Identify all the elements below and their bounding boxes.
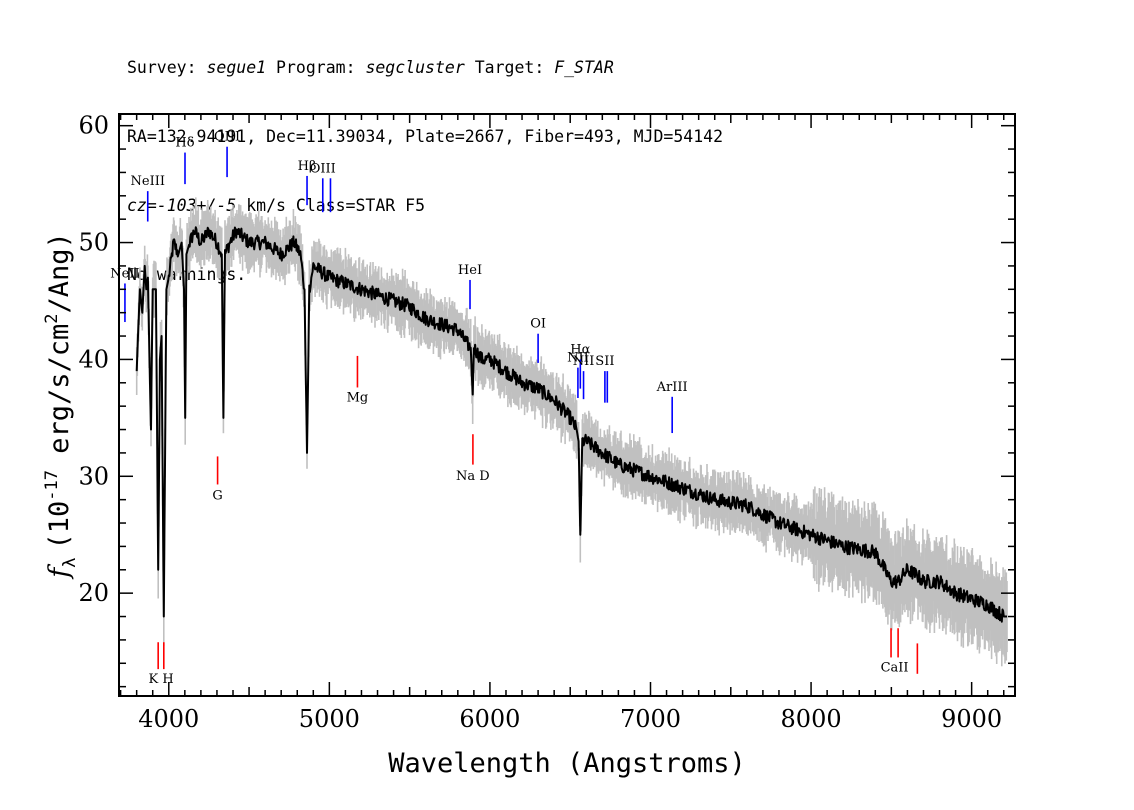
header-line-3: cz=-103+/-5 km/s Class=STAR F5 bbox=[127, 194, 723, 217]
program-value: segcluster bbox=[365, 58, 465, 77]
spectral-line-label: OIII bbox=[310, 161, 336, 176]
header-line-2: RA=132.94191, Dec=11.39034, Plate=2667, … bbox=[127, 127, 724, 146]
spectral-line-label: SII bbox=[595, 354, 614, 369]
spectral-line-label: NeIII bbox=[131, 174, 165, 189]
spectral-line-label: NeII bbox=[110, 266, 139, 281]
y-axis-title: fλ(10-17 erg/s/cm2/Ang) bbox=[42, 232, 80, 580]
plot-frame bbox=[118, 113, 1016, 697]
spectral-line-label: Hβ bbox=[298, 159, 317, 174]
x-axis-title: Wavelength (Angstroms) bbox=[388, 748, 746, 779]
spectral-line-label: Hα bbox=[570, 342, 590, 357]
class-text: km/s Class=STAR F5 bbox=[236, 196, 426, 215]
y-tick-label: 50 bbox=[78, 229, 109, 257]
spectral-line-label: NII bbox=[573, 354, 595, 369]
spectral-line-label: Na D bbox=[456, 469, 490, 484]
x-tick-label: 6000 bbox=[459, 705, 520, 733]
x-tick-label: 9000 bbox=[941, 705, 1002, 733]
spectrum-header: Survey: segue1 Program: segcluster Targe… bbox=[127, 10, 723, 309]
spectral-line-label: Hδ bbox=[175, 136, 194, 151]
y-tick-label: 20 bbox=[78, 579, 109, 607]
target-value: F_STAR bbox=[554, 58, 614, 77]
y-axis: 20 30 40 50 60 bbox=[78, 112, 1015, 688]
flux-line bbox=[135, 226, 1008, 623]
header-line-1: Survey: segue1 Program: segcluster Targe… bbox=[127, 56, 723, 79]
target-label: Target: bbox=[464, 58, 555, 77]
y-tick-label: 30 bbox=[78, 462, 109, 490]
y-axis-unit-1: erg/s/cm bbox=[44, 324, 75, 470]
x-tick-label: 5000 bbox=[299, 705, 360, 733]
survey-value: segue1 bbox=[206, 58, 267, 77]
y-axis-unit-prefix: (10 bbox=[44, 501, 75, 550]
y-axis-exponent: -17 bbox=[42, 470, 62, 501]
spectral-line-label: ArIII bbox=[656, 380, 688, 395]
spectral-line-label: K H bbox=[148, 672, 173, 687]
spectral-line-label: OI bbox=[530, 317, 546, 332]
program-label: Program: bbox=[266, 58, 366, 77]
spectral-line-label: Mg bbox=[347, 390, 369, 405]
y-tick-label: 40 bbox=[78, 345, 109, 373]
y-axis-exponent-2: 2 bbox=[42, 313, 62, 323]
spectral-line-label: HeI bbox=[458, 263, 482, 278]
y-axis-subscript: λ bbox=[60, 558, 80, 568]
spectral-line-label: CaII bbox=[881, 660, 909, 675]
x-axis: 4000 5000 6000 7000 8000 9000 bbox=[119, 114, 1005, 733]
spectral-line-label: G bbox=[212, 489, 222, 504]
y-axis-unit-2: /Ang) bbox=[44, 232, 75, 313]
error-band bbox=[135, 197, 1008, 667]
y-tick-label: 60 bbox=[78, 112, 109, 140]
x-tick-label: 7000 bbox=[620, 705, 681, 733]
spectral-line-label: NII bbox=[567, 351, 589, 366]
x-tick-label: 4000 bbox=[138, 705, 199, 733]
spectral-line-label: OIII bbox=[214, 130, 240, 145]
x-tick-label: 8000 bbox=[781, 705, 842, 733]
survey-label: Survey: bbox=[127, 58, 207, 77]
